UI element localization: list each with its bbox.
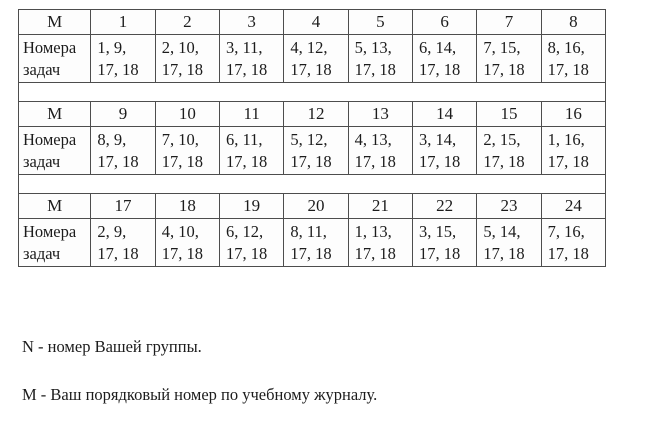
task-cell: 1, 13, 17, 18 xyxy=(347,218,414,267)
m-number-cell: 24 xyxy=(540,193,607,219)
m-number-cell: 21 xyxy=(347,193,414,219)
m-number-cell: 8 xyxy=(540,9,607,35)
task-cell: 5, 13, 17, 18 xyxy=(347,34,414,83)
m-number-cell: 9 xyxy=(90,101,156,127)
task-cell: 8, 11, 17, 18 xyxy=(283,218,349,267)
task-cell: 6, 14, 17, 18 xyxy=(411,34,478,83)
m-number-cell: 13 xyxy=(347,101,414,127)
m-number-cell: 22 xyxy=(411,193,478,219)
task-cell: 3, 14, 17, 18 xyxy=(411,126,478,175)
table-section-gap-cell xyxy=(18,174,606,194)
task-cell: 5, 12, 17, 18 xyxy=(283,126,349,175)
task-cell: 2, 10, 17, 18 xyxy=(154,34,221,83)
m-number-cell: 5 xyxy=(347,9,414,35)
task-cell: 6, 12, 17, 18 xyxy=(219,218,285,267)
table-row: М 9 10 11 12 13 14 15 16 xyxy=(17,101,607,127)
note-group-number: N - номер Вашей группы. xyxy=(22,337,202,356)
table-row: Номера задач 2, 9, 17, 18 4, 10, 17, 18 … xyxy=(17,218,607,267)
table-row: М 17 18 19 20 21 22 23 24 xyxy=(17,193,607,219)
table-row: Номера задач 8, 9, 17, 18 7, 10, 17, 18 … xyxy=(17,126,607,175)
m-number-cell: 7 xyxy=(476,9,542,35)
m-number-cell: 15 xyxy=(476,101,542,127)
m-number-cell: 18 xyxy=(154,193,221,219)
task-cell: 7, 10, 17, 18 xyxy=(154,126,221,175)
table-section-gap xyxy=(18,82,606,102)
task-cell: 6, 11, 17, 18 xyxy=(219,126,285,175)
m-label-cell: М xyxy=(17,193,92,219)
task-cell: 1, 9, 17, 18 xyxy=(90,34,156,83)
m-number-cell: 12 xyxy=(283,101,349,127)
task-cell: 7, 15, 17, 18 xyxy=(476,34,542,83)
task-cell: 4, 10, 17, 18 xyxy=(154,218,221,267)
m-number-cell: 3 xyxy=(219,9,285,35)
task-row-label-cell: Номера задач xyxy=(17,126,92,175)
table-row: Номера задач 1, 9, 17, 18 2, 10, 17, 18 … xyxy=(17,34,607,83)
task-cell: 7, 16, 17, 18 xyxy=(540,218,607,267)
task-cell: 8, 9, 17, 18 xyxy=(90,126,156,175)
note-journal-number: М - Ваш порядковый номер по учебному жур… xyxy=(22,385,378,404)
table-row: М 1 2 3 4 5 6 7 8 xyxy=(17,9,607,35)
task-cell: 4, 12, 17, 18 xyxy=(283,34,349,83)
table-section-gap xyxy=(18,174,606,194)
table-section-gap-cell xyxy=(18,82,606,102)
m-number-cell: 17 xyxy=(90,193,156,219)
task-cell: 5, 14, 17, 18 xyxy=(476,218,542,267)
m-number-cell: 11 xyxy=(219,101,285,127)
m-number-cell: 20 xyxy=(283,193,349,219)
m-number-cell: 16 xyxy=(540,101,607,127)
m-number-cell: 4 xyxy=(283,9,349,35)
m-number-cell: 19 xyxy=(219,193,285,219)
task-cell: 8, 16, 17, 18 xyxy=(540,34,607,83)
m-label-cell: М xyxy=(17,101,92,127)
m-number-cell: 14 xyxy=(411,101,478,127)
task-row-label-cell: Номера задач xyxy=(17,34,92,83)
task-cell: 3, 15, 17, 18 xyxy=(411,218,478,267)
m-number-cell: 6 xyxy=(411,9,478,35)
task-cell: 3, 11, 17, 18 xyxy=(219,34,285,83)
document-page: М 1 2 3 4 5 6 7 8 Номера задач 1, 9, 17,… xyxy=(17,9,666,405)
m-number-cell: 23 xyxy=(476,193,542,219)
variant-assignment-table: М 1 2 3 4 5 6 7 8 Номера задач 1, 9, 17,… xyxy=(17,9,607,267)
task-cell: 2, 15, 17, 18 xyxy=(476,126,542,175)
m-number-cell: 10 xyxy=(154,101,221,127)
task-cell: 4, 13, 17, 18 xyxy=(347,126,414,175)
legend-notes: N - номер Вашей группы. М - Ваш порядков… xyxy=(22,337,666,405)
task-cell: 1, 16, 17, 18 xyxy=(540,126,607,175)
m-number-cell: 1 xyxy=(90,9,156,35)
task-row-label-cell: Номера задач xyxy=(17,218,92,267)
m-number-cell: 2 xyxy=(154,9,221,35)
m-label-cell: М xyxy=(17,9,92,35)
task-cell: 2, 9, 17, 18 xyxy=(90,218,156,267)
